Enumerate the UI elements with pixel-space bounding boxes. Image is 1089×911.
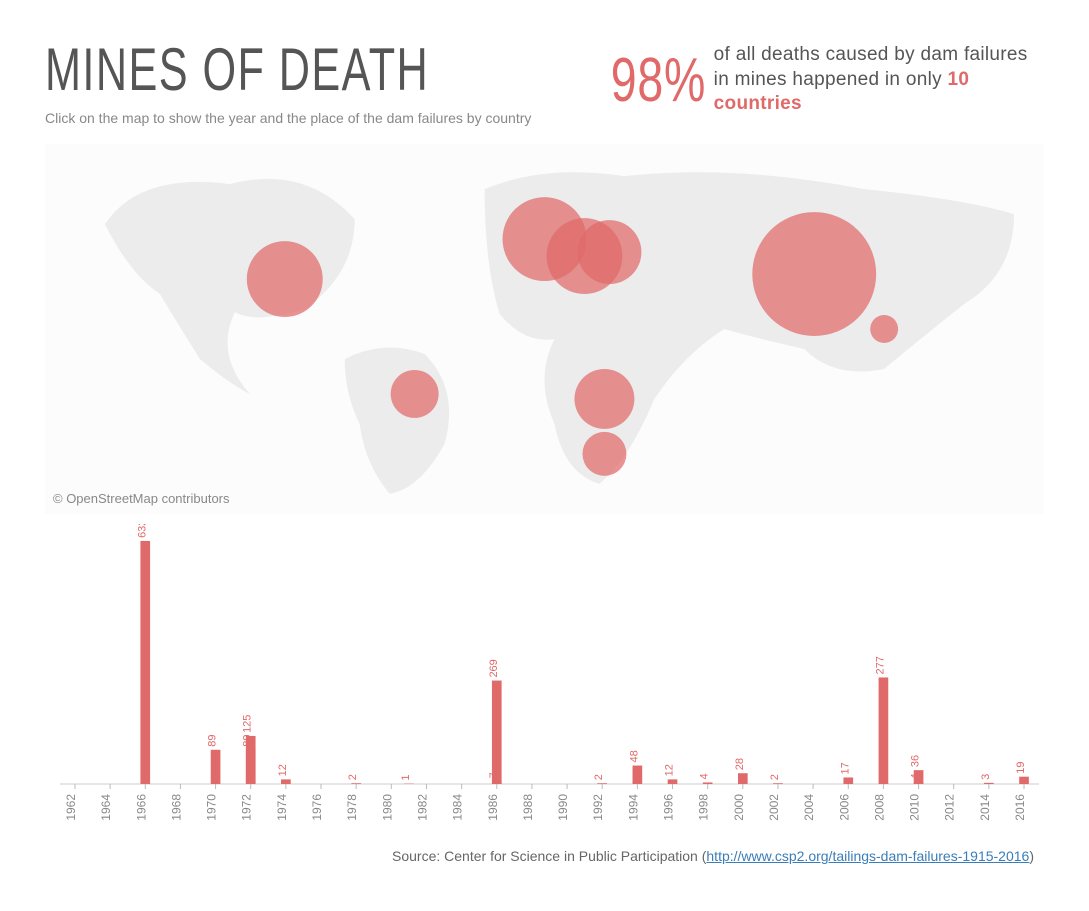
bar-label-1982: 1	[400, 775, 412, 781]
year-label-1962: 1962	[64, 794, 78, 821]
bar-1974[interactable]	[281, 779, 291, 784]
bar-label-2006: 17	[839, 762, 851, 774]
year-label-2004: 2004	[802, 794, 816, 821]
year-label-1982: 1982	[415, 794, 429, 821]
year-label-1974: 1974	[275, 794, 289, 821]
year-label-1992: 1992	[591, 794, 605, 821]
bar-label-1999: 4	[699, 773, 711, 779]
year-label-1984: 1984	[451, 794, 465, 821]
bar-1978[interactable]	[351, 783, 361, 784]
bar-label-1978: 2	[347, 774, 359, 780]
bar-1966[interactable]	[140, 541, 150, 784]
bar-2015[interactable]	[1019, 777, 1029, 784]
year-label-1994: 1994	[626, 794, 640, 821]
bar-1999[interactable]	[703, 782, 713, 784]
year-label-1988: 1988	[521, 794, 535, 821]
bar-1970[interactable]	[211, 750, 221, 784]
year-label-2002: 2002	[767, 794, 781, 821]
bar-1993[interactable]	[597, 783, 607, 784]
header-row: MINES OF DEATH Click on the map to show …	[45, 35, 1044, 126]
stat-line1: of all deaths caused by dam failures	[714, 44, 1028, 65]
world-map[interactable]	[45, 144, 1044, 514]
bar-2008[interactable]	[879, 677, 889, 784]
bar-label-2010: 36	[910, 755, 922, 767]
year-label-2016: 2016	[1013, 794, 1027, 821]
year-label-2010: 2010	[908, 794, 922, 821]
map-attribution: © OpenStreetMap contributors	[53, 491, 230, 506]
bar-1994[interactable]	[633, 766, 643, 784]
stat-block: 98% of all deaths caused by dam failures…	[579, 35, 1044, 117]
year-label-1978: 1978	[345, 794, 359, 821]
bar-chart-area: 6328989125122126972481242821727743631919…	[45, 524, 1044, 844]
bar-label-2014: 3	[980, 774, 992, 780]
year-label-2012: 2012	[943, 794, 957, 821]
bar-label-1972: 125	[242, 715, 254, 733]
year-label-1972: 1972	[240, 794, 254, 821]
title-block: MINES OF DEATH Click on the map to show …	[45, 35, 579, 126]
year-label-1966: 1966	[134, 794, 148, 821]
year-label-1990: 1990	[556, 794, 570, 821]
stat-percent: 98%	[610, 45, 705, 116]
bar-2014[interactable]	[984, 783, 994, 784]
bar-1995[interactable]	[668, 779, 678, 784]
year-label-1996: 1996	[662, 794, 676, 821]
bar-1986[interactable]	[492, 781, 502, 784]
source-suffix: )	[1029, 848, 1034, 864]
bar-label-1986: 7	[488, 772, 500, 778]
bar-label-2000: 28	[734, 758, 746, 770]
bar-label-1994: 48	[628, 750, 640, 762]
year-label-2014: 2014	[978, 794, 992, 821]
bubble-east-asia[interactable]	[752, 212, 876, 336]
year-label-1964: 1964	[99, 794, 113, 821]
source-prefix: Source: Center for Science in Public Par…	[392, 848, 706, 864]
map-area[interactable]: © OpenStreetMap contributors	[45, 144, 1044, 514]
page-subtitle: Click on the map to show the year and th…	[45, 110, 579, 126]
year-label-1970: 1970	[205, 794, 219, 821]
bar-2006[interactable]	[843, 777, 853, 784]
bubble-europe-east[interactable]	[577, 220, 641, 284]
year-label-1986: 1986	[486, 794, 500, 821]
bar-label-1970: 89	[207, 735, 219, 747]
bar-label-2008: 277	[874, 656, 886, 674]
bar-1972[interactable]	[246, 736, 256, 784]
bar-label-1974: 12	[277, 764, 289, 776]
bar-1985[interactable]	[492, 681, 502, 784]
source-line: Source: Center for Science in Public Par…	[45, 848, 1044, 864]
bubble-africa-central[interactable]	[574, 369, 634, 429]
year-label-1980: 1980	[380, 794, 394, 821]
bar-2001[interactable]	[773, 783, 783, 784]
bar-label-1993: 2	[593, 774, 605, 780]
bar-chart: 6328989125122126972481242821727743631919…	[45, 524, 1044, 844]
year-label-2000: 2000	[732, 794, 746, 821]
stat-line2a: in mines happened in only	[714, 69, 948, 90]
bubble-se-asia[interactable]	[870, 315, 898, 343]
year-label-2008: 2008	[872, 794, 886, 821]
page-title: MINES OF DEATH	[45, 35, 429, 104]
year-label-1976: 1976	[310, 794, 324, 821]
source-link[interactable]: http://www.csp2.org/tailings-dam-failure…	[706, 848, 1029, 864]
bar-label-1985: 269	[488, 659, 500, 677]
bubble-africa-south[interactable]	[582, 432, 626, 476]
year-label-2006: 2006	[837, 794, 851, 821]
stat-text: of all deaths caused by dam failures in …	[714, 43, 1044, 117]
bubble-north-america[interactable]	[247, 241, 323, 317]
bar-label-2001: 2	[769, 774, 781, 780]
bar-label-1995: 12	[664, 764, 676, 776]
bar-label-1966: 632	[136, 524, 148, 538]
bar-2000[interactable]	[738, 773, 748, 784]
bubble-south-america[interactable]	[391, 370, 439, 418]
year-label-1968: 1968	[169, 794, 183, 821]
year-label-1998: 1998	[697, 794, 711, 821]
bar-2010[interactable]	[914, 770, 924, 784]
bar-label-2015: 19	[1015, 761, 1027, 773]
